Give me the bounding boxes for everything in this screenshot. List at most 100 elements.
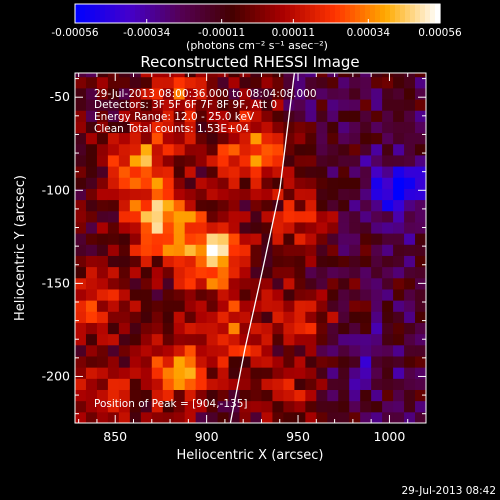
heatmap-cell — [118, 255, 131, 268]
heatmap-cell — [316, 110, 328, 122]
heatmap-cell — [228, 411, 241, 423]
heatmap-cell — [228, 333, 241, 346]
heatmap-cell — [151, 244, 164, 256]
heatmap-cell — [261, 355, 273, 368]
heatmap-cell — [349, 154, 361, 167]
heatmap-cell — [129, 87, 142, 100]
heatmap-cell — [261, 300, 273, 312]
heatmap-cell — [107, 266, 120, 279]
heatmap-cell — [228, 154, 241, 167]
heatmap-cell — [250, 199, 262, 212]
heatmap-cell — [393, 389, 405, 402]
heatmap-cell — [118, 166, 131, 178]
colorbar-cell — [85, 4, 91, 23]
heatmap-cell — [327, 87, 339, 100]
heatmap-cell — [338, 322, 350, 335]
heatmap-cell — [96, 411, 109, 423]
heatmap-cell — [272, 188, 284, 201]
heatmap-cell — [261, 121, 273, 134]
heatmap-cell — [250, 355, 262, 368]
heatmap-cell — [261, 277, 273, 290]
heatmap-cell — [151, 143, 164, 156]
heatmap-cell — [129, 355, 142, 368]
heatmap-cell — [96, 311, 109, 323]
heatmap-cell — [294, 188, 306, 201]
heatmap-cell — [151, 154, 164, 167]
heatmap-cell — [393, 288, 405, 301]
heatmap-cell — [272, 411, 284, 423]
heatmap-cell — [162, 344, 175, 357]
heatmap-cell — [206, 378, 219, 390]
heatmap-cell — [195, 266, 208, 279]
heatmap-cell — [316, 266, 328, 279]
heatmap-cell — [195, 99, 208, 111]
heatmap-cell — [107, 221, 120, 234]
heatmap-cell — [338, 177, 350, 189]
colorbar-cell — [200, 4, 206, 23]
heatmap-cell — [75, 367, 87, 379]
heatmap-cell — [96, 110, 109, 122]
x-tick-label: 950 — [286, 429, 310, 444]
heatmap-cell — [250, 221, 262, 234]
heatmap-cell — [371, 322, 383, 335]
heatmap-cell — [239, 73, 251, 78]
heatmap-cell — [393, 132, 405, 145]
heatmap-cell — [228, 400, 241, 413]
colorbar-cell — [180, 4, 186, 23]
heatmap-cell — [173, 355, 186, 368]
heatmap-cell — [338, 411, 350, 423]
heatmap-cell — [316, 255, 328, 268]
heatmap-cell — [107, 121, 120, 134]
heatmap-cell — [96, 99, 109, 111]
heatmap-cell — [382, 277, 394, 290]
heatmap-cell — [96, 121, 109, 134]
heatmap-cell — [239, 87, 251, 100]
heatmap-cell — [140, 121, 153, 134]
heatmap-cell — [85, 344, 98, 357]
heatmap-cell — [206, 311, 219, 323]
heatmap-cell — [151, 367, 164, 379]
heatmap-cell — [239, 188, 251, 201]
heatmap-cell — [228, 355, 241, 368]
heatmap-cell — [173, 143, 186, 156]
heatmap-cell — [294, 166, 306, 178]
heatmap-cell — [217, 110, 230, 122]
heatmap-cell — [85, 311, 98, 323]
heatmap-cell — [393, 300, 405, 312]
heatmap-cell — [75, 177, 87, 189]
heatmap-cell — [85, 121, 98, 134]
heatmap-cell — [85, 87, 98, 100]
heatmap-cell — [228, 121, 241, 134]
heatmap-cell — [272, 266, 284, 279]
heatmap-cell — [206, 400, 219, 413]
heatmap-cell — [371, 221, 383, 234]
heatmap-cell — [283, 333, 295, 346]
heatmap-cell — [96, 177, 109, 189]
heatmap-cell — [349, 177, 361, 189]
heatmap-cell — [151, 121, 164, 134]
colorbar-cell — [315, 4, 321, 23]
heatmap-cell — [393, 199, 405, 212]
heatmap-cell — [371, 367, 383, 379]
heatmap-cell — [360, 132, 372, 145]
heatmap-cell — [393, 154, 405, 167]
heatmap-cell — [250, 76, 262, 89]
heatmap-cell — [404, 288, 416, 301]
heatmap-cell — [294, 355, 306, 368]
colorbar-cell — [195, 4, 201, 23]
heatmap-cell — [415, 400, 426, 413]
heatmap-cell — [129, 132, 142, 145]
heatmap-cell — [316, 143, 328, 156]
heatmap-cell — [305, 188, 317, 201]
colorbar-cell — [435, 4, 441, 23]
heatmap-cell — [195, 73, 208, 78]
colorbar-cell — [430, 4, 436, 23]
heatmap-cell — [305, 277, 317, 290]
heatmap-cell — [261, 255, 273, 268]
heatmap-cell — [85, 73, 98, 78]
heatmap-cell — [261, 87, 273, 100]
heatmap-cell — [140, 255, 153, 268]
heatmap-cell — [239, 199, 251, 212]
heatmap-cell — [382, 266, 394, 279]
heatmap-cell — [305, 300, 317, 312]
